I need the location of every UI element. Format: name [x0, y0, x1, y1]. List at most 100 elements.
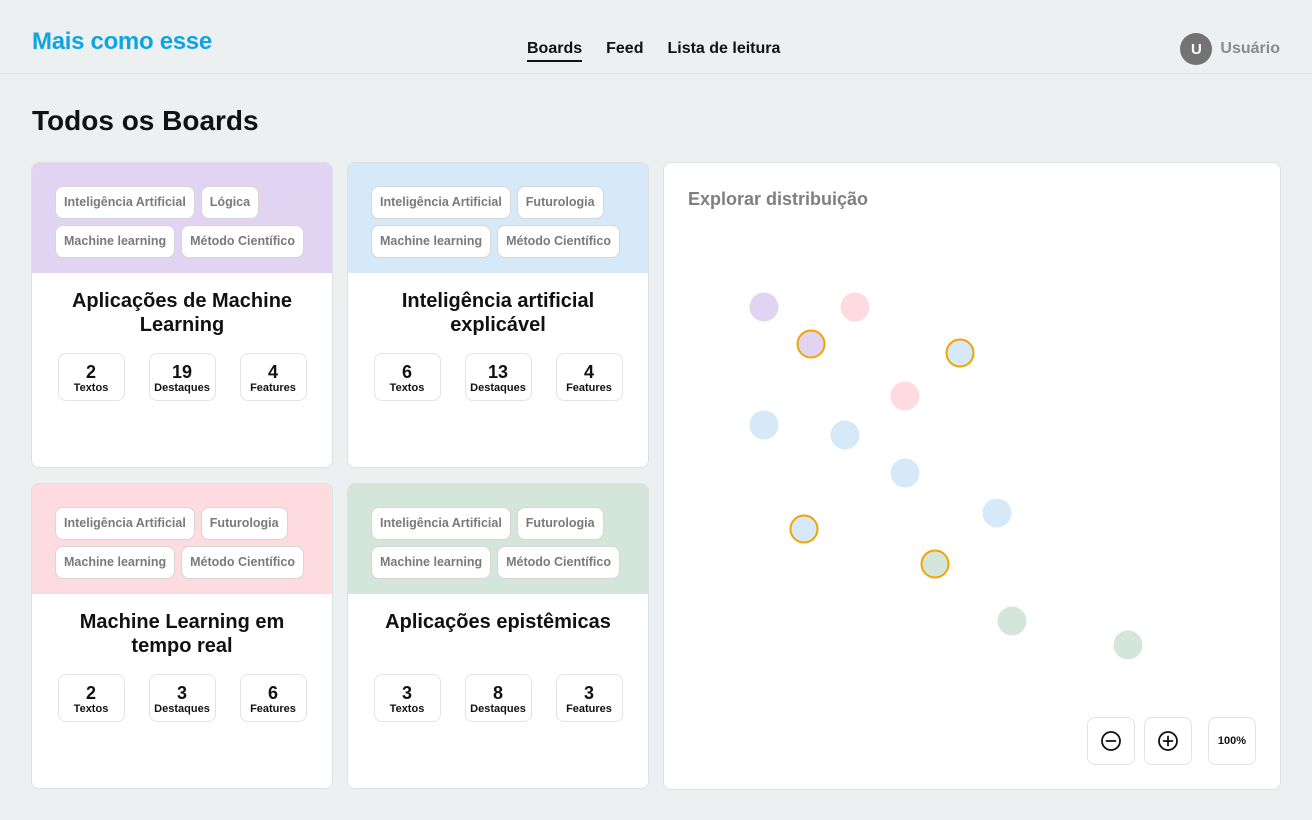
avatar: U — [1180, 33, 1213, 65]
distribution-point[interactable] — [997, 606, 1027, 636]
board-title: Aplicações de Machine Learning — [71, 290, 293, 336]
stat-destaques: 13 Destaques — [464, 353, 532, 401]
app-logo[interactable]: Mais como esse — [32, 28, 212, 55]
stat-value: 4 — [583, 362, 594, 382]
stat-textos: 2 Textos — [57, 674, 125, 722]
tag[interactable]: Futurologia — [516, 507, 604, 540]
tag[interactable]: Lógica — [200, 186, 260, 219]
distribution-point[interactable] — [749, 410, 779, 440]
stat-features: 6 Features — [239, 674, 307, 722]
stat-features: 4 Features — [239, 353, 307, 401]
board-tags: Inteligência Artificial Lógica Machine l… — [32, 163, 332, 273]
stat-label: Destaques — [470, 382, 526, 394]
tag[interactable]: Inteligência Artificial — [371, 507, 511, 540]
distribution-point[interactable] — [890, 458, 920, 488]
distribution-point[interactable] — [749, 292, 779, 322]
stat-value: 8 — [492, 683, 503, 703]
stat-label: Destaques — [154, 382, 210, 394]
tag[interactable]: Machine learning — [55, 225, 176, 258]
tag[interactable]: Inteligência Artificial — [55, 507, 195, 540]
page-title: Todos os Boards — [32, 105, 259, 136]
stat-destaques: 8 Destaques — [464, 674, 532, 722]
zoom-level-label: 100% — [1217, 735, 1247, 747]
stat-value: 4 — [267, 362, 278, 382]
tag[interactable]: Método Científico — [181, 546, 304, 579]
board-stats: 3 Textos 8 Destaques 3 Features — [348, 674, 648, 722]
distribution-scatter[interactable] — [664, 163, 1280, 703]
board-tags: Inteligência Artificial Futurologia Mach… — [32, 484, 332, 594]
tag[interactable]: Machine learning — [371, 225, 492, 258]
stat-features: 3 Features — [555, 674, 623, 722]
distribution-point[interactable] — [982, 498, 1012, 528]
board-title: Inteligência artificial explicável — [401, 290, 595, 336]
stat-value: 19 — [171, 362, 193, 382]
zoom-in-button[interactable] — [1144, 717, 1192, 765]
stat-destaques: 3 Destaques — [148, 674, 216, 722]
board-stats: 2 Textos 19 Destaques 4 Features — [32, 353, 332, 401]
user-name: Usuário — [1220, 40, 1280, 57]
stat-label: Features — [250, 382, 296, 394]
zoom-in-icon — [1158, 731, 1178, 751]
main-nav: Boards Feed Lista de leitura — [527, 39, 804, 62]
stat-value: 6 — [401, 362, 412, 382]
stat-label: Features — [566, 703, 612, 715]
distribution-point[interactable] — [789, 514, 819, 544]
stat-value: 2 — [85, 362, 96, 382]
tag[interactable]: Método Científico — [497, 225, 620, 258]
stat-label: Textos — [389, 703, 425, 715]
distribution-point[interactable] — [840, 292, 870, 322]
stat-label: Textos — [73, 382, 109, 394]
nav-boards[interactable]: Boards — [527, 39, 583, 62]
tag[interactable]: Machine learning — [55, 546, 176, 579]
tag[interactable]: Futurologia — [200, 507, 288, 540]
distribution-point[interactable] — [796, 329, 826, 359]
user-menu[interactable]: U Usuário — [1180, 33, 1280, 65]
stat-textos: 2 Textos — [57, 353, 125, 401]
board-stats: 6 Textos 13 Destaques 4 Features — [348, 353, 648, 401]
stat-value: 13 — [487, 362, 509, 382]
stat-value: 3 — [176, 683, 187, 703]
zoom-level[interactable]: 100% — [1208, 717, 1256, 765]
board-title: Machine Learning em tempo real — [79, 611, 285, 657]
stat-destaques: 19 Destaques — [148, 353, 216, 401]
stat-textos: 6 Textos — [373, 353, 441, 401]
board-tags: Inteligência Artificial Futurologia Mach… — [348, 163, 648, 273]
nav-reading-list[interactable]: Lista de leitura — [667, 40, 781, 57]
distribution-point[interactable] — [830, 420, 860, 450]
stat-value: 6 — [267, 683, 278, 703]
stat-label: Features — [250, 703, 296, 715]
distribution-point[interactable] — [945, 338, 975, 368]
distribution-point[interactable] — [1113, 630, 1143, 660]
board-stats: 2 Textos 3 Destaques 6 Features — [32, 674, 332, 722]
stat-value: 2 — [85, 683, 96, 703]
stat-label: Textos — [389, 382, 425, 394]
board-card[interactable]: Inteligência Artificial Futurologia Mach… — [31, 483, 333, 789]
stat-label: Destaques — [470, 703, 526, 715]
stat-features: 4 Features — [555, 353, 623, 401]
stat-value: 3 — [401, 683, 412, 703]
zoom-out-icon — [1101, 731, 1121, 751]
board-tags: Inteligência Artificial Futurologia Mach… — [348, 484, 648, 594]
tag[interactable]: Inteligência Artificial — [371, 186, 511, 219]
board-card[interactable]: Inteligência Artificial Futurologia Mach… — [347, 483, 649, 789]
stat-label: Features — [566, 382, 612, 394]
tag[interactable]: Futurologia — [516, 186, 604, 219]
board-card[interactable]: Inteligência Artificial Futurologia Mach… — [347, 162, 649, 468]
stat-label: Textos — [73, 703, 109, 715]
stat-value: 3 — [583, 683, 594, 703]
stat-textos: 3 Textos — [373, 674, 441, 722]
tag[interactable]: Inteligência Artificial — [55, 186, 195, 219]
explore-title: Explorar distribuição — [688, 189, 869, 209]
explore-panel: Explorar distribuição 100% — [663, 162, 1281, 790]
board-card[interactable]: Inteligência Artificial Lógica Machine l… — [31, 162, 333, 468]
stat-label: Destaques — [154, 703, 210, 715]
zoom-out-button[interactable] — [1087, 717, 1135, 765]
distribution-point[interactable] — [920, 549, 950, 579]
board-title: Aplicações epistêmicas — [385, 611, 611, 633]
nav-feed[interactable]: Feed — [606, 40, 644, 57]
tag[interactable]: Método Científico — [181, 225, 304, 258]
top-bar: Mais como esse Boards Feed Lista de leit… — [0, 0, 1312, 74]
distribution-point[interactable] — [890, 381, 920, 411]
tag[interactable]: Método Científico — [497, 546, 620, 579]
tag[interactable]: Machine learning — [371, 546, 492, 579]
